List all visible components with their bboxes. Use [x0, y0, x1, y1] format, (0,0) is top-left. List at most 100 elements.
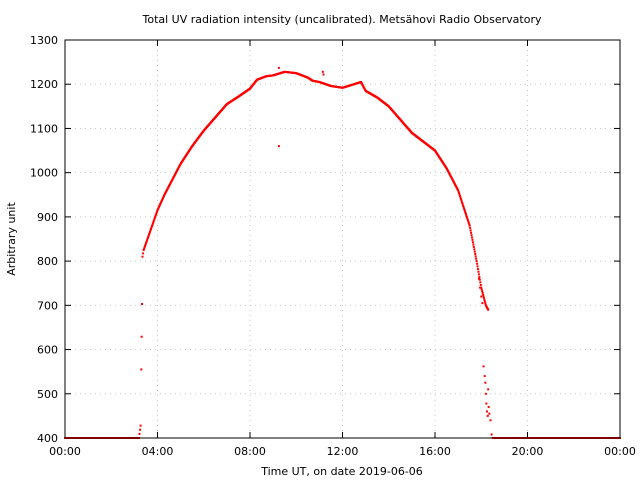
data-point [458, 195, 461, 198]
data-point [478, 276, 481, 279]
data-point [485, 402, 488, 405]
data-point [464, 210, 467, 213]
y-tick-label: 1000 [30, 167, 58, 180]
data-point [149, 229, 152, 232]
y-tick-label: 900 [37, 211, 58, 224]
data-point [483, 300, 486, 303]
x-tick-label: 16:00 [419, 445, 451, 458]
data-point [150, 227, 153, 230]
data-point [479, 281, 482, 284]
data-point [160, 199, 163, 202]
data-point [457, 190, 460, 193]
data-point [487, 388, 490, 391]
data-point [463, 207, 466, 210]
data-point [480, 295, 483, 298]
data-point [145, 241, 148, 244]
data-point [145, 239, 148, 242]
data-point [469, 229, 472, 232]
data-point [481, 291, 484, 294]
data-point [153, 218, 156, 221]
data-point [143, 246, 146, 249]
data-point [277, 66, 280, 69]
data-point [143, 247, 146, 250]
data-point [161, 198, 164, 201]
data-point [162, 196, 165, 199]
data-point [464, 213, 467, 216]
data-point [490, 433, 493, 436]
data-point [481, 302, 484, 305]
data-point [477, 270, 480, 273]
data-point [159, 203, 162, 206]
data-point [458, 192, 461, 195]
data-point [480, 286, 483, 289]
data-point [476, 265, 479, 268]
data-point [141, 303, 144, 306]
data-point [479, 286, 482, 289]
data-point [482, 293, 485, 296]
data-point [483, 375, 486, 378]
data-point [151, 223, 154, 226]
data-point [484, 381, 487, 384]
data-point [144, 243, 147, 246]
data-point [469, 227, 472, 230]
y-axis-label: Arbitrary unit [5, 202, 18, 276]
data-point [471, 236, 473, 239]
data-point [463, 209, 466, 212]
data-point [479, 283, 482, 286]
data-point [475, 257, 478, 260]
x-tick-label: 00:00 [49, 445, 81, 458]
data-point [159, 202, 162, 205]
data-point [153, 217, 156, 220]
data-point [483, 297, 486, 300]
data-point [471, 241, 474, 244]
data-point [486, 414, 489, 417]
data-point [277, 145, 280, 148]
data-point [477, 268, 480, 271]
data-point [142, 249, 145, 252]
data-point [140, 335, 143, 338]
data-point [144, 245, 147, 248]
data-point [146, 238, 149, 241]
y-tick-label: 1100 [30, 122, 58, 135]
data-point [141, 255, 144, 258]
data-point [466, 217, 469, 220]
data-point [474, 255, 477, 258]
data-point [481, 290, 484, 293]
data-point [488, 412, 491, 415]
data-point [457, 189, 460, 192]
data-point [138, 432, 141, 435]
y-tick-label: 1300 [30, 34, 58, 47]
y-tick-label: 1200 [30, 78, 58, 91]
x-tick-label: 08:00 [234, 445, 266, 458]
data-point [156, 210, 159, 213]
data-point [468, 224, 471, 227]
data-point [148, 231, 151, 234]
data-point [461, 202, 464, 205]
data-point [162, 194, 165, 197]
data-point [462, 206, 465, 209]
data-point [155, 213, 158, 216]
data-point [482, 295, 485, 298]
y-tick-label: 400 [37, 432, 58, 445]
data-point [161, 197, 164, 200]
data-point [139, 424, 142, 427]
x-tick-label: 04:00 [142, 445, 174, 458]
data-point [147, 235, 150, 238]
data-point [144, 242, 147, 245]
data-point [465, 214, 468, 217]
data-point [147, 234, 150, 237]
data-point [155, 211, 158, 214]
data-point [483, 299, 486, 302]
data-point [472, 245, 475, 248]
y-tick-label: 700 [37, 299, 58, 312]
x-tick-label: 20:00 [512, 445, 544, 458]
data-point [458, 193, 461, 196]
data-point [468, 223, 471, 226]
data-point [482, 365, 485, 368]
data-point [156, 209, 159, 212]
data-point [472, 243, 475, 246]
data-point [152, 221, 155, 224]
data-point [476, 262, 479, 265]
data-point [487, 308, 490, 311]
data-point [462, 204, 465, 207]
